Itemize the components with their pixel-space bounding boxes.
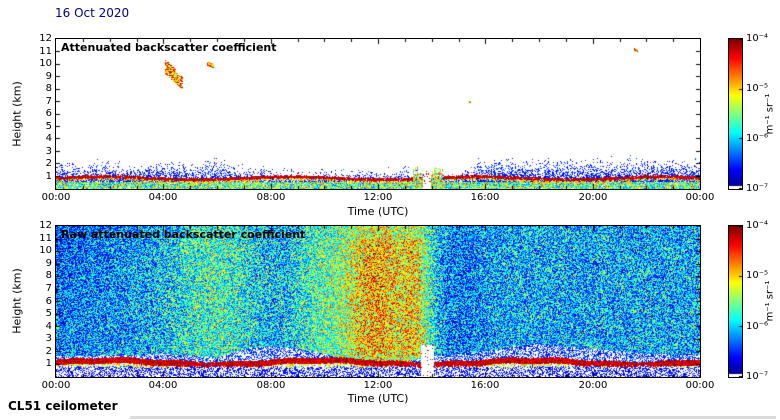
y-tick-label: 6 (45, 108, 52, 119)
colorbar-2-gradient (729, 226, 742, 377)
colorbar-tick-label: 10⁻⁶ (746, 321, 769, 332)
colorbar-unit-label: m⁻¹ sr⁻¹ (764, 93, 776, 135)
x-tick-label: 12:00 (363, 192, 393, 203)
x-axis-label: Time (UTC) (347, 392, 409, 405)
y-tick-label: 3 (45, 146, 52, 157)
raw-attenuated-backscatter-plot: Raw attenuated backscatter coefficient (55, 225, 701, 378)
y-tick-label: 8 (45, 270, 52, 281)
x-tick-label: 00:00 (41, 380, 71, 391)
y-tick-label: 2 (45, 158, 52, 169)
x-tick-label: 20:00 (578, 380, 608, 391)
y-tick-label: 8 (45, 83, 52, 94)
x-tick-label: 00:00 (685, 192, 715, 203)
y-tick-label: 9 (45, 71, 52, 82)
attenuated-backscatter-heatmap (56, 39, 700, 189)
y-tick-label: 5 (45, 308, 52, 319)
instrument-label: CL51 ceilometer (8, 399, 118, 413)
colorbar-tick-label: 10⁻⁵ (746, 83, 769, 94)
x-tick-label: 16:00 (470, 192, 500, 203)
panel-title: Raw attenuated backscatter coefficient (61, 228, 306, 241)
colorbar-tick-label: 10⁻⁴ (746, 220, 769, 231)
colorbar-2 (728, 225, 743, 378)
y-tick-label: 1 (45, 358, 52, 369)
colorbar-tick-label: 10⁻⁵ (746, 270, 769, 281)
horizontal-scrollbar[interactable] (130, 416, 776, 419)
y-tick-label: 9 (45, 258, 52, 269)
y-tick-label: 10 (39, 58, 52, 69)
colorbar-tick-label: 10⁻⁷ (746, 183, 769, 194)
x-tick-label: 12:00 (363, 380, 393, 391)
colorbar-unit-label: m⁻¹ sr⁻¹ (764, 280, 776, 322)
y-tick-label: 3 (45, 333, 52, 344)
raw-attenuated-backscatter-heatmap (56, 226, 700, 377)
colorbar-tick-label: 10⁻⁷ (746, 371, 769, 382)
x-tick-label: 00:00 (685, 380, 715, 391)
y-tick-label: 4 (45, 321, 52, 332)
panel-title: Attenuated backscatter coefficient (61, 41, 277, 54)
y-tick-label: 12 (39, 33, 52, 44)
y-tick-label: 4 (45, 133, 52, 144)
y-tick-label: 11 (39, 46, 52, 57)
y-tick-label: 7 (45, 96, 52, 107)
x-tick-label: 08:00 (256, 192, 286, 203)
date-label: 16 Oct 2020 (55, 6, 130, 20)
y-tick-label: 6 (45, 296, 52, 307)
colorbar-tick-label: 10⁻⁴ (746, 33, 769, 44)
y-axis-label: Height (km) (10, 268, 24, 334)
x-tick-label: 04:00 (148, 192, 178, 203)
colorbar-1 (728, 38, 743, 190)
y-tick-label: 5 (45, 121, 52, 132)
y-tick-label: 7 (45, 283, 52, 294)
attenuated-backscatter-plot: Attenuated backscatter coefficient (55, 38, 701, 190)
x-tick-label: 00:00 (41, 192, 71, 203)
colorbar-1-gradient (729, 39, 742, 189)
y-tick-label: 2 (45, 346, 52, 357)
x-axis-label: Time (UTC) (347, 205, 409, 218)
y-tick-label: 10 (39, 245, 52, 256)
y-tick-label: 11 (39, 233, 52, 244)
y-axis-label: Height (km) (10, 81, 24, 147)
colorbar-tick-label: 10⁻⁶ (746, 133, 769, 144)
x-tick-label: 16:00 (470, 380, 500, 391)
x-tick-label: 04:00 (148, 380, 178, 391)
y-tick-label: 12 (39, 220, 52, 231)
x-tick-label: 08:00 (256, 380, 286, 391)
y-tick-label: 1 (45, 171, 52, 182)
x-tick-label: 20:00 (578, 192, 608, 203)
